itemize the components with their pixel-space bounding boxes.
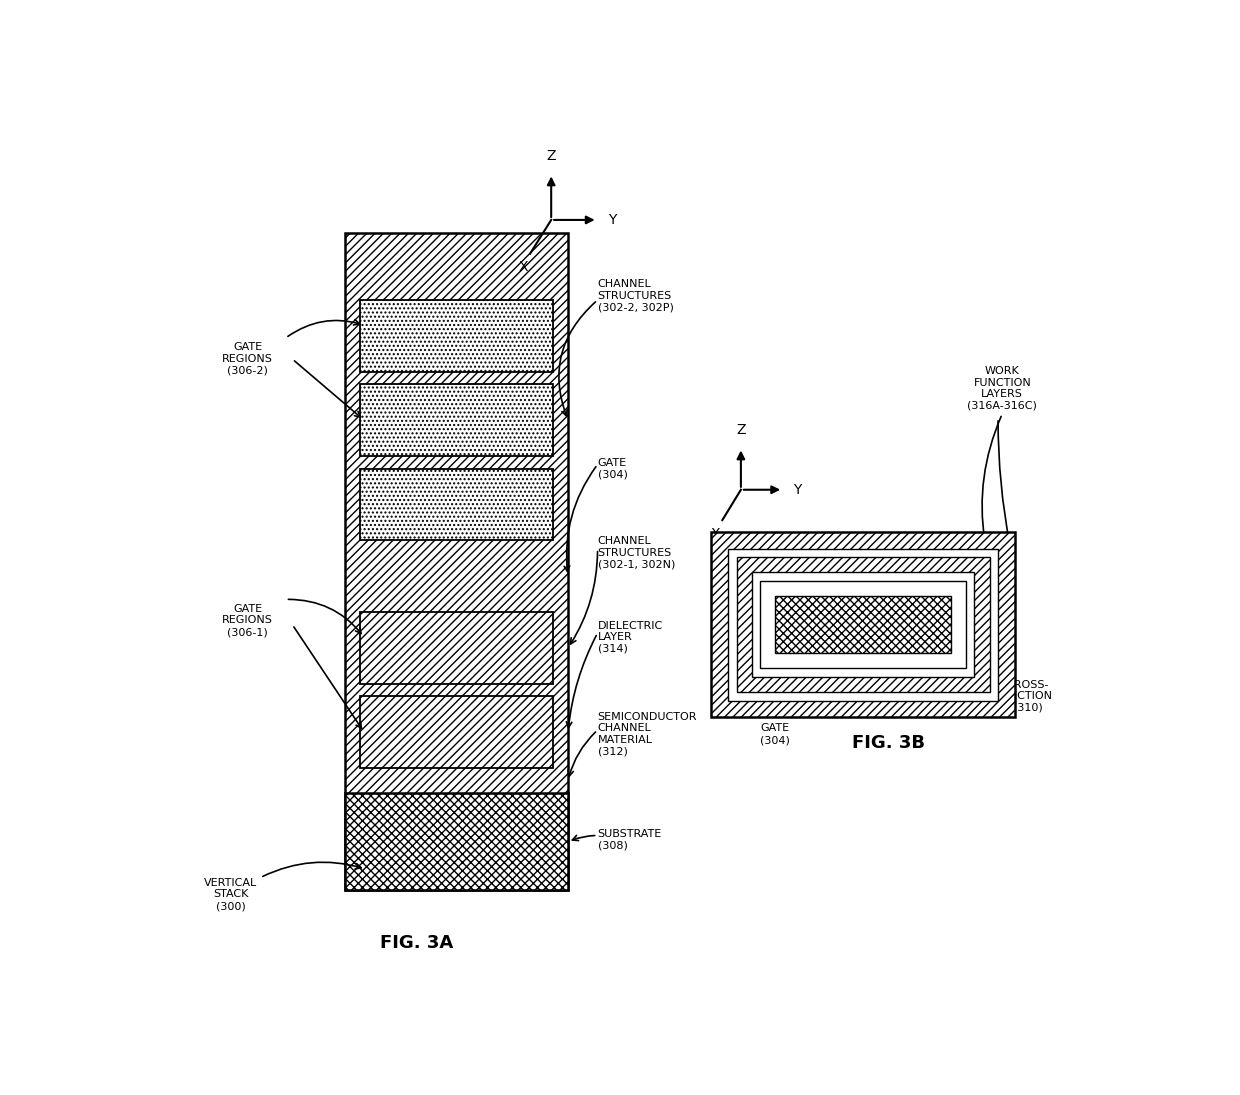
Text: X: X xyxy=(518,261,528,275)
Bar xyxy=(751,573,975,677)
Text: SEMICONDUCTOR
CHANNEL
MATERIAL
(312): SEMICONDUCTOR CHANNEL MATERIAL (312) xyxy=(598,712,697,757)
Text: FIG. 3B: FIG. 3B xyxy=(852,734,925,751)
Bar xyxy=(345,793,568,890)
Bar xyxy=(737,557,990,692)
Text: GATE
REGIONS
(306-1): GATE REGIONS (306-1) xyxy=(222,603,273,637)
Text: GATE
REGIONS
(306-2): GATE REGIONS (306-2) xyxy=(222,343,273,376)
Text: Y: Y xyxy=(794,483,801,497)
Bar xyxy=(360,696,553,768)
Text: WORK
FUNCTION
LAYERS
(316A-316C): WORK FUNCTION LAYERS (316A-316C) xyxy=(967,366,1037,411)
Text: X: X xyxy=(711,527,720,541)
Bar xyxy=(345,232,568,890)
Bar xyxy=(728,549,998,701)
Bar xyxy=(360,612,553,683)
Text: FIG. 3A: FIG. 3A xyxy=(379,934,453,952)
Text: CHANNEL
STRUCTURES
(302-1, 302N): CHANNEL STRUCTURES (302-1, 302N) xyxy=(598,537,675,569)
Bar xyxy=(760,580,966,668)
Text: CHANNEL
STRUCTURES
(302-2, 302P): CHANNEL STRUCTURES (302-2, 302P) xyxy=(598,279,673,312)
Bar xyxy=(712,532,1014,717)
Bar xyxy=(360,384,553,456)
Text: Z: Z xyxy=(737,424,745,438)
Bar xyxy=(360,300,553,371)
Text: GATE
(304): GATE (304) xyxy=(598,458,627,480)
Text: CROSS-
SECTION
(310): CROSS- SECTION (310) xyxy=(1003,680,1052,713)
Text: GATE
(304): GATE (304) xyxy=(760,724,790,745)
Bar xyxy=(360,469,553,540)
Text: DIELECTRIC
LAYER
(314): DIELECTRIC LAYER (314) xyxy=(598,621,663,654)
Text: Z: Z xyxy=(547,149,556,163)
Text: VERTICAL
STACK
(300): VERTICAL STACK (300) xyxy=(205,878,258,911)
Text: SUBSTRATE
(308): SUBSTRATE (308) xyxy=(598,829,662,851)
Bar xyxy=(775,596,951,654)
Text: Y: Y xyxy=(608,212,616,227)
